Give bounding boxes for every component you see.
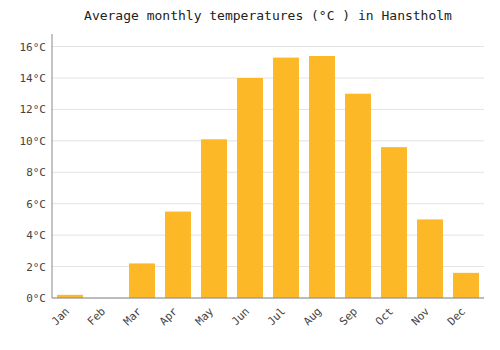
bar: [309, 56, 335, 298]
bar: [453, 273, 479, 298]
bar: [129, 263, 155, 298]
x-axis-line: [52, 298, 484, 299]
chart-container: Average monthly temperatures (°C ) in Ha…: [0, 0, 500, 350]
bar: [381, 147, 407, 298]
grid-line: [52, 46, 484, 47]
grid-line: [52, 109, 484, 110]
x-tick-label: Mar: [121, 305, 145, 329]
x-tick-label: Jan: [49, 305, 72, 328]
x-tick-label: Jul: [265, 305, 288, 328]
y-tick-label: 14°C: [20, 72, 47, 85]
chart-title: Average monthly temperatures (°C ) in Ha…: [84, 8, 452, 23]
chart-svg: Average monthly temperatures (°C ) in Ha…: [0, 0, 500, 350]
bar: [165, 212, 191, 298]
grid-line: [52, 78, 484, 79]
y-axis-line: [52, 34, 53, 298]
y-grid: [52, 47, 484, 298]
y-tick-label: 8°C: [26, 166, 46, 179]
x-tick-label: Jun: [229, 305, 252, 328]
y-tick-label: 4°C: [26, 229, 46, 242]
x-tick-label: Aug: [301, 305, 324, 328]
bar: [237, 78, 263, 298]
x-tick-label: Feb: [85, 305, 108, 328]
bar: [345, 94, 371, 298]
x-tick-labels: Jan Feb Mar Apr May Jun Jul Aug Sep Oct Nov Dec: [49, 305, 468, 329]
bars: [57, 56, 479, 298]
x-tick-label: Dec: [445, 305, 468, 328]
grid-line: [52, 203, 484, 204]
grid-line: [52, 140, 484, 141]
y-tick-label: 6°C: [26, 198, 46, 211]
y-tick-label: 10°C: [20, 135, 47, 148]
x-tick-label: Oct: [373, 305, 396, 328]
y-tick-label: 0°C: [26, 292, 46, 305]
grid-line: [52, 172, 484, 173]
x-tick-label: Sep: [337, 305, 360, 328]
x-tick-label: Apr: [157, 305, 181, 329]
y-tick-label: 2°C: [26, 261, 46, 274]
y-tick-labels: 0°C 2°C 4°C 6°C 8°C 10°C 12°C 14°C 16°C: [20, 41, 47, 305]
bar: [273, 58, 299, 298]
x-tick-label: Nov: [409, 305, 433, 329]
y-tick-label: 12°C: [20, 103, 47, 116]
grid-line: [52, 298, 484, 299]
bar: [417, 219, 443, 298]
bar: [201, 139, 227, 298]
x-tick-label: May: [193, 305, 217, 329]
y-tick-label: 16°C: [20, 41, 47, 54]
